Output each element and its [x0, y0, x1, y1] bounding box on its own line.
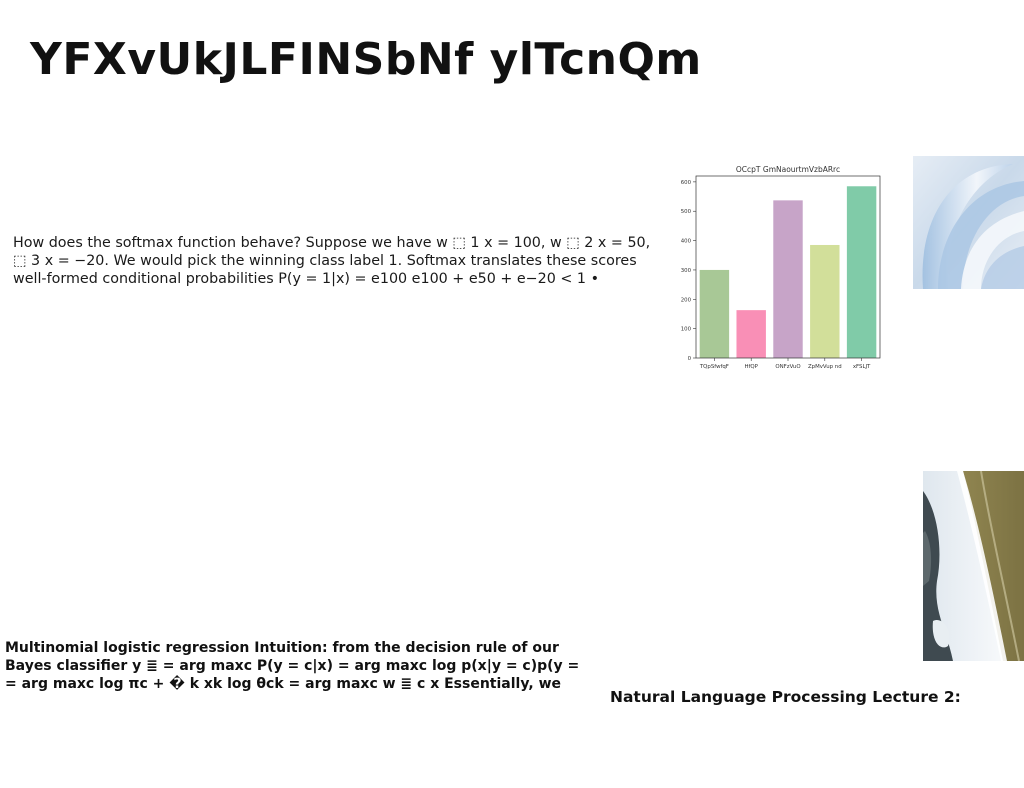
y-tick-label: 0 — [688, 356, 692, 362]
chart-title: OCcpT GmNaourtmVzbARrc — [736, 165, 840, 174]
chart-bar — [810, 244, 840, 358]
softmax-line: ⬚ 3 x = −20. We would pick the winning c… — [13, 253, 637, 269]
multinomial-paragraph: Multinomial logistic regression Intuitio… — [5, 639, 605, 693]
y-tick-label: 100 — [681, 327, 692, 333]
chart-bar — [846, 186, 877, 358]
x-tick-label: ZpMvVup nd — [808, 364, 842, 370]
x-tick-label: xFSLJT — [853, 364, 871, 370]
multinomial-line: Bayes classifier y ≣ = arg maxc P(y = c|… — [5, 658, 580, 674]
y-tick-label: 200 — [681, 297, 692, 303]
chart-bar — [699, 269, 730, 358]
softmax-paragraph: How does the softmax function behave? Su… — [13, 234, 651, 288]
multinomial-line: Multinomial logistic regression Intuitio… — [5, 640, 559, 656]
coastline-aerial-image — [923, 471, 1024, 661]
x-tick-label: TQpSfwfqF — [699, 364, 729, 370]
chart-bar — [773, 200, 803, 358]
x-tick-label: HfQP — [744, 364, 758, 370]
y-tick-label: 400 — [681, 239, 692, 245]
abstract-swirl-image — [913, 156, 1024, 289]
y-tick-label: 500 — [681, 209, 692, 215]
y-tick-label: 300 — [681, 268, 692, 274]
slide-title: YFXvUkJLFINSbNf ylTcnQm — [30, 34, 702, 85]
chart-frame — [695, 175, 881, 359]
bar-chart: OCcpT GmNaourtmVzbARrc TQpSfwfqF HfQP ONFzV… — [672, 160, 888, 374]
bar-chart-svg: OCcpT GmNaourtmVzbARrc TQpSfwfqF HfQP ONFzV… — [681, 165, 881, 370]
y-tick-label: 600 — [681, 180, 692, 186]
lecture-footer-label: Natural Language Processing Lecture 2: — [610, 688, 961, 706]
softmax-line: well-formed conditional probabilities P(… — [13, 271, 599, 287]
multinomial-line: = arg maxc log πc + � k xk log θck = arg… — [5, 676, 561, 692]
softmax-line: How does the softmax function behave? Su… — [13, 235, 651, 251]
chart-bar — [736, 310, 766, 358]
x-tick-label: ONFzVuO — [775, 364, 800, 370]
